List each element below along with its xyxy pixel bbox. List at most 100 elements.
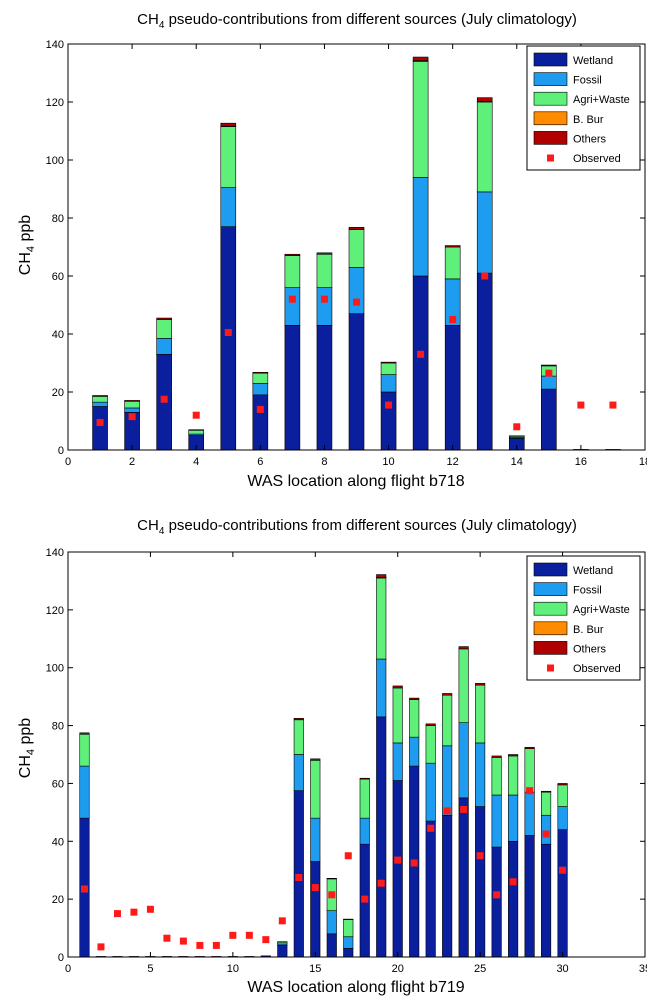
bottom-chart-bar-agri-waste-19 xyxy=(376,577,387,660)
top-chart-legend-swatch-fossil xyxy=(533,72,568,86)
top-chart-observed-point-10 xyxy=(385,401,393,409)
bottom-chart-x-tick-label: 10 xyxy=(227,963,239,975)
bottom-chart-bar-wetland-29 xyxy=(541,843,552,958)
bottom-chart-bar-others-20 xyxy=(392,685,403,689)
top-chart-x-tick-label: 18 xyxy=(639,456,647,468)
bottom-chart-observed-point-14 xyxy=(295,873,303,881)
top-chart-bar-fossil-6 xyxy=(252,382,269,396)
bottom-chart-legend-label-observed: Observed xyxy=(573,663,621,675)
top-chart-observed-point-11 xyxy=(417,350,425,358)
bottom-chart-bar-others-17 xyxy=(343,918,354,920)
bottom-chart-observed-point-4 xyxy=(130,908,138,916)
top-chart-bar-wetland-8 xyxy=(316,324,333,451)
top-chart-bar-wetland-6 xyxy=(252,394,269,451)
bottom-chart-bar-agri-waste-28 xyxy=(524,748,535,793)
top-chart-bar-wetland-1 xyxy=(92,406,108,451)
bottom-chart-bar-others-24 xyxy=(458,646,469,650)
top-chart-bar-agri-waste-6 xyxy=(252,372,269,384)
top-chart-bar-wetland-9 xyxy=(348,313,365,451)
bottom-chart-x-tick-label: 20 xyxy=(392,963,404,975)
bottom-chart-observed-point-23 xyxy=(443,807,451,815)
top-chart-observed-point-12 xyxy=(449,316,457,323)
top-chart-bar-others-13 xyxy=(476,97,493,102)
bottom-chart-observed-point-13 xyxy=(278,917,286,925)
bottom-chart-bar-fossil-19 xyxy=(376,658,387,718)
bottom-chart-x-tick-label: 0 xyxy=(65,963,71,975)
bottom-chart-bar-agri-waste-14 xyxy=(293,719,304,755)
bottom-chart-bar-wetland-13 xyxy=(277,945,288,958)
bottom-chart-bar-agri-waste-26 xyxy=(491,757,502,796)
bottom-chart-observed-point-24 xyxy=(460,805,468,813)
bottom-chart-observed-point-17 xyxy=(344,852,352,860)
top-chart-observed-point-14 xyxy=(513,423,521,431)
bottom-chart-bar-others-28 xyxy=(524,746,535,750)
bottom-chart-bar-others-15 xyxy=(310,758,321,761)
top-chart-bar-agri-waste-5 xyxy=(220,126,237,188)
top-chart-bar-others-12 xyxy=(444,245,461,248)
bottom-chart-bar-fossil-15 xyxy=(310,817,321,862)
top-chart-y-tick-label: 140 xyxy=(46,39,64,51)
top-chart-x-tick-label: 8 xyxy=(321,456,327,468)
bottom-chart-bar-others-21 xyxy=(409,697,420,700)
bottom-chart-observed-point-26 xyxy=(493,891,501,899)
bottom-chart-bar-fossil-16 xyxy=(326,910,337,935)
bottom-chart-observed-point-7 xyxy=(179,937,187,945)
top-chart-bar-others-6 xyxy=(252,371,269,374)
top-chart-y-tick-label: 100 xyxy=(46,155,64,167)
top-chart-observed-point-17 xyxy=(609,401,617,409)
top-chart-panel: CH4 pseudo-contributions from different … xyxy=(17,11,647,490)
top-chart-bar-others-4 xyxy=(188,429,205,431)
bottom-chart-title: CH4 pseudo-contributions from different … xyxy=(137,517,577,537)
top-chart-bar-agri-waste-4 xyxy=(188,429,205,435)
bottom-chart-observed-point-28 xyxy=(526,787,534,795)
top-chart-observed-point-8 xyxy=(320,295,328,303)
bottom-chart-bar-fossil-17 xyxy=(343,936,354,949)
top-chart-bar-agri-waste-3 xyxy=(156,319,172,339)
bottom-chart-x-tick-label: 30 xyxy=(556,963,568,975)
bottom-chart-observed-point-5 xyxy=(146,905,154,913)
bottom-chart-legend-label-agri-waste: Agri+Waste xyxy=(573,604,630,616)
top-chart-axes-frame xyxy=(67,43,646,451)
top-chart-bar-others-15 xyxy=(541,364,557,367)
bottom-chart-observed-point-8 xyxy=(196,941,204,949)
bottom-chart-bar-wetland-14 xyxy=(293,790,304,958)
bottom-chart-y-tick-label: 120 xyxy=(46,605,64,617)
top-chart-bar-fossil-1 xyxy=(92,401,108,407)
top-chart-bar-others-5 xyxy=(220,122,237,127)
top-chart-legend-observed-swatch xyxy=(547,154,554,162)
bottom-chart-legend-label-wetland: Wetland xyxy=(573,565,613,577)
top-chart-x-tick-label: 0 xyxy=(65,456,71,468)
bottom-chart-bar-others-1 xyxy=(79,732,90,735)
bottom-chart-legend-label-others: Others xyxy=(573,643,607,655)
top-chart-x-tick-label: 16 xyxy=(575,456,587,468)
top-chart-bar-fossil-8 xyxy=(316,287,333,326)
bottom-chart-legend: Wetland Fossil Agri+Waste B. Bur Others Obser… xyxy=(526,555,641,681)
bottom-chart-bar-wetland-22 xyxy=(425,820,436,958)
bottom-chart-y-axis-label: CH4 ppb xyxy=(17,718,37,778)
bottom-chart-axes-frame xyxy=(67,551,646,958)
bottom-chart-bar-agri-waste-23 xyxy=(442,694,453,747)
top-chart-bar-fossil-5 xyxy=(220,187,237,228)
bottom-chart-observed-point-19 xyxy=(377,879,385,887)
top-chart-bar-agri-waste-13 xyxy=(476,101,493,193)
bottom-chart-observed-point-3 xyxy=(113,910,121,918)
bottom-chart-observed-point-18 xyxy=(361,895,369,903)
top-chart-legend-swatch-others xyxy=(533,131,568,145)
top-chart-bar-fossil-9 xyxy=(348,266,365,314)
bottom-chart-bar-wetland-23 xyxy=(442,814,453,958)
bottom-chart-bar-others-23 xyxy=(442,693,453,696)
bottom-chart-bar-others-18 xyxy=(359,777,370,780)
bottom-chart-bar-wetland-25 xyxy=(475,806,486,958)
bottom-chart-observed-point-2 xyxy=(97,943,105,951)
bottom-chart-bar-wetland-28 xyxy=(524,835,535,958)
bottom-chart-bar-wetland-19 xyxy=(376,716,387,958)
bottom-chart-bar-agri-waste-25 xyxy=(475,684,486,744)
top-chart-x-axis-label: WAS location along flight b718 xyxy=(247,473,464,490)
top-chart-y-tick-label: 80 xyxy=(52,213,64,225)
top-chart-observed-point-9 xyxy=(353,298,360,306)
top-chart-legend-swatch-agri-waste xyxy=(533,91,568,106)
top-chart-observed-point-2 xyxy=(128,413,136,421)
top-chart-legend-label-b-bur: B. Bur xyxy=(573,114,604,126)
bottom-chart-bar-fossil-30 xyxy=(557,806,568,831)
